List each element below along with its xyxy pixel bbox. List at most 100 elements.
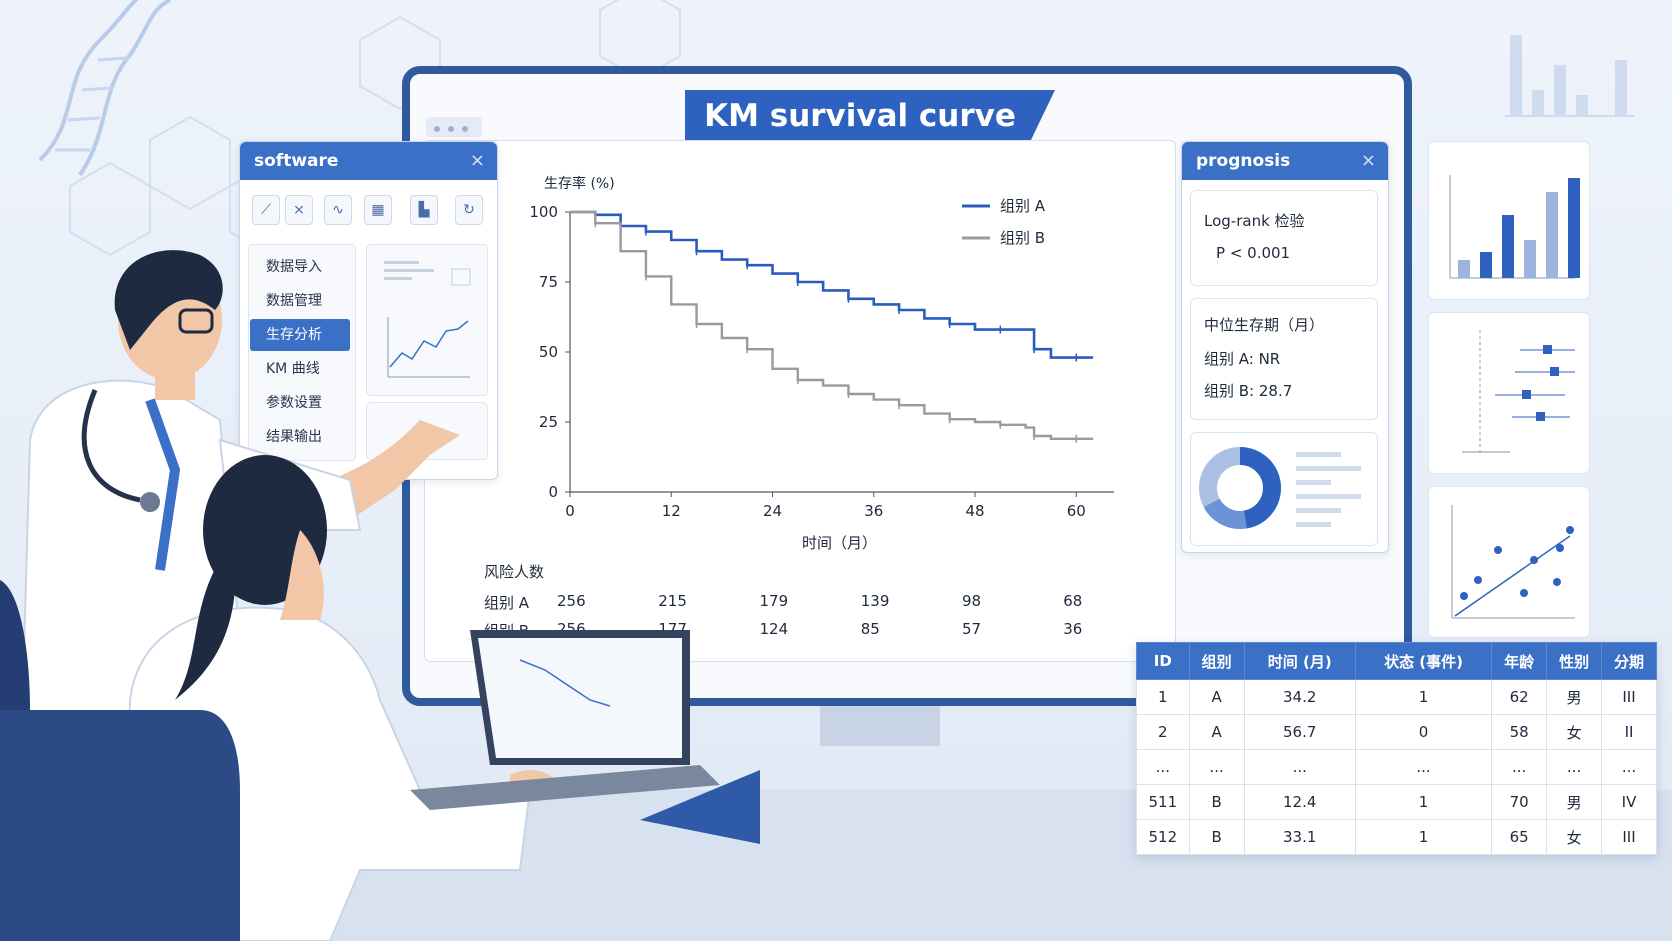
y-tick-label: 50: [539, 343, 558, 361]
table-cell: A: [1188, 679, 1245, 715]
km-survival-chart: 0 25 50 75 100 0 12 24 36 48 60 组别 A 组别 B: [529, 197, 1114, 520]
patient-data-table: ID 组别 时间 (月) 状态 (事件) 年龄 性别 分期 1 A 34.2 1 62 男 III 2 A 5…: [1136, 642, 1657, 855]
table-cell: ...: [1491, 749, 1548, 785]
table-header-cell[interactable]: 时间 (月): [1243, 642, 1356, 680]
y-tick-label: 75: [539, 273, 558, 291]
table-cell: B: [1188, 784, 1245, 820]
refresh-tool-icon[interactable]: ↻: [455, 195, 483, 225]
p-value: P < 0.001: [1216, 244, 1291, 262]
chart-tool-icon[interactable]: ▙: [410, 195, 438, 225]
table-header-cell[interactable]: 年龄: [1491, 642, 1548, 680]
close-icon[interactable]: ×: [1360, 150, 1376, 171]
table-cell: B: [1188, 819, 1245, 855]
table-tool-icon[interactable]: ▦: [364, 195, 392, 225]
table-cell: 女: [1546, 714, 1603, 750]
km-chart-card: [424, 140, 1176, 662]
x-tick-label: 12: [662, 502, 681, 520]
risk-cell: 179: [759, 592, 789, 610]
table-cell: ...: [1136, 749, 1190, 785]
x-tick-label: 0: [565, 502, 575, 520]
table-header-cell[interactable]: 分期: [1601, 642, 1657, 680]
monitor-stand: [820, 706, 940, 746]
table-cell: 1: [1354, 819, 1493, 855]
logrank-box: [1190, 190, 1378, 286]
sidebar-item-2[interactable]: 生存分析: [250, 319, 350, 351]
table-cell: 512: [1136, 819, 1190, 855]
table-cell: 1: [1354, 784, 1493, 820]
table-header-cell[interactable]: ID: [1136, 642, 1190, 680]
chart-title: KM survival curve: [704, 98, 1016, 134]
sidebar-item-1[interactable]: 数据管理: [266, 293, 322, 309]
table-cell: 62: [1491, 679, 1548, 715]
table-cell: 56.7: [1243, 714, 1356, 750]
median-title: 中位生存期（月）: [1204, 316, 1325, 334]
risk-cell: 256: [557, 592, 586, 610]
table-header-cell[interactable]: 组别: [1188, 642, 1245, 680]
risk-cell: 139: [860, 592, 890, 610]
mini-forest-plot: [1462, 330, 1575, 455]
risk-cell: 85: [860, 620, 880, 638]
survival-curve-b: [570, 210, 1094, 440]
survival-curve-a: [570, 210, 1094, 359]
table-cell: 女: [1546, 819, 1603, 855]
mini-scatter-plot: [1451, 505, 1575, 619]
risk-cell: 57: [962, 620, 982, 638]
risk-cell: 68: [1063, 592, 1083, 610]
x-tick-label: 60: [1067, 502, 1086, 520]
x-tick-label: 36: [864, 502, 883, 520]
table-cell: 1: [1354, 679, 1493, 715]
y-axis-label: 生存率 (%): [544, 176, 615, 192]
table-cell: II: [1601, 714, 1657, 750]
sidebar-item-0[interactable]: 数据导入: [266, 259, 322, 275]
table-cell: IV: [1601, 784, 1657, 820]
table-cell: 70: [1491, 784, 1548, 820]
sidebar-item-5[interactable]: 结果输出: [266, 429, 322, 445]
table-cell: 58: [1491, 714, 1548, 750]
close-icon[interactable]: ×: [469, 150, 485, 171]
software-panel-title: software: [254, 151, 339, 171]
table-row[interactable]: 2 A 56.7 0 58 女 II: [1136, 714, 1657, 750]
prognosis-panel-header: prognosis ×: [1182, 142, 1388, 180]
risk-cell: 36: [1063, 620, 1083, 638]
table-row[interactable]: 1 A 34.2 1 62 男 III: [1136, 679, 1657, 715]
table-header-cell[interactable]: 性别: [1546, 642, 1603, 680]
table-cell: 65: [1491, 819, 1548, 855]
table-cell: A: [1188, 714, 1245, 750]
table-header-cell[interactable]: 状态 (事件): [1354, 642, 1493, 680]
table-cell: 34.2: [1243, 679, 1356, 715]
table-cell: 1: [1136, 679, 1190, 715]
y-tick-label: 100: [529, 203, 558, 221]
table-cell: 12.4: [1243, 784, 1356, 820]
donut-box: [1190, 432, 1378, 546]
scatter-tool-icon[interactable]: ⨯: [285, 195, 313, 225]
y-tick-label: 0: [548, 483, 558, 501]
menu-container: [248, 244, 356, 461]
risk-table-title: 风险人数: [484, 563, 545, 581]
illustration-people: [0, 250, 760, 941]
table-cell: 男: [1546, 679, 1603, 715]
title-banner: [685, 90, 1055, 142]
median-box: [1190, 298, 1378, 420]
sidebar-item-3[interactable]: KM 曲线: [266, 361, 320, 377]
window-controls: [426, 117, 482, 137]
table-cell: 2: [1136, 714, 1190, 750]
y-tick-label: 25: [539, 413, 558, 431]
x-axis-label: 时间（月）: [802, 534, 878, 552]
table-row[interactable]: .....................: [1136, 749, 1657, 785]
table-row[interactable]: 511 B 12.4 1 70 男 IV: [1136, 784, 1657, 820]
median-a: 组别 A: NR: [1204, 350, 1281, 368]
legend-label: 组别 B: [1000, 229, 1045, 247]
table-header-row: ID 组别 时间 (月) 状态 (事件) 年龄 性别 分期: [1136, 642, 1657, 680]
line-tool-icon[interactable]: ⟋: [252, 195, 280, 225]
table-row[interactable]: 512 B 33.1 1 65 女 III: [1136, 819, 1657, 855]
table-cell: 0: [1354, 714, 1493, 750]
prognosis-panel-title: prognosis: [1196, 151, 1291, 171]
risk-row-label: 组别 A: [484, 594, 530, 612]
software-panel-header: software ×: [240, 142, 497, 180]
risk-cell: 215: [658, 592, 687, 610]
trend-tool-icon[interactable]: ∿: [324, 195, 352, 225]
legend-label: 组别 A: [1000, 197, 1046, 215]
sidebar-item-4[interactable]: 参数设置: [266, 395, 322, 411]
table-cell: 511: [1136, 784, 1190, 820]
